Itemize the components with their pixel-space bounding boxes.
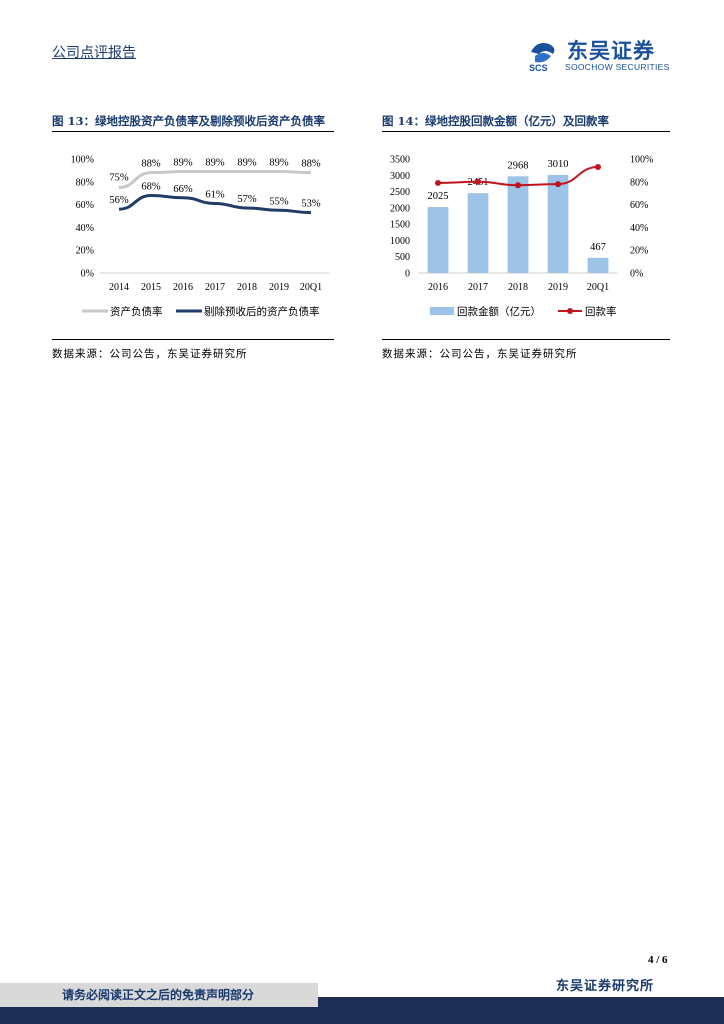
bar-data-label: 467 (590, 242, 606, 253)
logo-cn: 东吴证券 (567, 39, 655, 63)
figure14-source: 数据来源：公司公告，东吴证券研究所 (382, 348, 578, 360)
data-label: 56% (109, 195, 129, 206)
x-tick-label: 20Q1 (587, 282, 609, 293)
x-tick-label: 2016 (173, 282, 193, 293)
collection-rate-point (435, 179, 441, 186)
collection-rate-point (515, 182, 521, 189)
collection-rate-point (555, 181, 561, 188)
data-label: 53% (301, 199, 321, 210)
data-label: 89% (173, 158, 193, 169)
legend-label: 回款率 (585, 305, 617, 318)
figure14-top-rule (382, 131, 670, 132)
y-tick-label: 60% (76, 200, 94, 211)
x-tick-label: 2015 (141, 282, 161, 293)
y-right-tick-label: 100% (630, 155, 653, 166)
x-tick-label: 2017 (468, 282, 488, 293)
bar-data-label: 2025 (428, 191, 449, 202)
bar-collection-amount (547, 174, 569, 273)
company-logo: SCS 东吴证券 SOOCHOW SECURITIES (527, 38, 677, 74)
y-left-tick-label: 2000 (390, 203, 410, 214)
data-label: 89% (269, 158, 289, 169)
data-label: 55% (269, 196, 289, 207)
figure14-chart: 0 500 1000 1500 2000 2500 3000 3500 0% 20% 40% 60% 8… (390, 155, 653, 319)
figure13-title: 图 13：绿地控股资产负债率及剔除预收后资产负债率 (52, 114, 326, 128)
y-right-tick-label: 0% (630, 269, 643, 280)
x-tick-label: 2016 (428, 282, 448, 293)
figure13-top-rule (52, 131, 334, 132)
collection-rate-point (475, 178, 481, 185)
figure13-chart: 0% 20% 40% 60% 80% 100% 2014 2015 2016 2017 2018 20… (71, 155, 330, 318)
legend-label: 资产负债率 (110, 305, 163, 318)
series-line-adjusted-debt-ratio (118, 193, 312, 215)
legend-label: 回款金额（亿元） (457, 305, 541, 318)
y-tick-label: 0% (81, 269, 94, 280)
x-tick-label: 2018 (237, 282, 257, 293)
x-tick-label: 2018 (508, 282, 528, 293)
y-left-tick-label: 3000 (390, 171, 410, 182)
y-left-tick-label: 1500 (390, 220, 410, 231)
y-tick-label: 40% (76, 223, 94, 234)
x-tick-label: 2019 (548, 282, 568, 293)
report-type-label: 公司点评报告 (52, 45, 136, 61)
legend-label: 剔除预收后的资产负债率 (204, 305, 320, 318)
data-label: 68% (141, 181, 161, 192)
data-label: 88% (301, 159, 321, 170)
y-left-tick-label: 500 (395, 252, 410, 263)
y-right-tick-label: 80% (630, 177, 648, 188)
data-label: 88% (141, 159, 161, 170)
y-left-tick-label: 3500 (390, 155, 410, 166)
y-tick-label: 100% (71, 155, 94, 166)
y-tick-label: 80% (76, 177, 94, 188)
legend-swatch-collection-amount (430, 307, 454, 315)
data-label: 89% (237, 158, 257, 169)
disclaimer-notice: 请务必阅读正文之后的免责声明部分 (0, 983, 318, 1007)
figure13-source: 数据来源：公司公告，东吴证券研究所 (52, 348, 248, 360)
y-left-tick-label: 0 (405, 269, 410, 280)
y-left-tick-label: 1000 (390, 236, 410, 247)
bar-collection-amount (467, 193, 489, 273)
x-tick-label: 2017 (205, 282, 225, 293)
bar-collection-amount (587, 257, 609, 273)
figure14-bottom-rule (382, 339, 670, 340)
collection-rate-point (595, 163, 601, 170)
bar-data-label: 2968 (508, 160, 529, 171)
y-right-tick-label: 40% (630, 223, 648, 234)
footer-firm: 东吴证券研究所 (556, 979, 655, 994)
x-tick-label: 2014 (109, 282, 129, 293)
bar-data-label: 3010 (548, 159, 569, 170)
legend-marker-collection-rate (567, 308, 573, 314)
data-label: 57% (237, 194, 257, 205)
data-label: 66% (173, 184, 193, 195)
figure14-title: 图 14：绿地控股回款金额（亿元）及回款率 (382, 114, 610, 128)
data-label: 75% (109, 173, 129, 184)
bar-collection-amount (507, 176, 529, 273)
logo-en: SOOCHOW SECURITIES (565, 62, 670, 72)
bar-collection-amount (427, 207, 449, 273)
y-left-tick-label: 2500 (390, 187, 410, 198)
data-label: 61% (205, 189, 225, 200)
x-tick-label: 20Q1 (300, 282, 322, 293)
figure13-bottom-rule (52, 339, 334, 340)
page-number: 4 / 6 (648, 954, 668, 966)
data-label: 89% (205, 158, 225, 169)
y-right-tick-label: 60% (630, 200, 648, 211)
logo-mark-text: SCS (529, 63, 548, 72)
series-line-debt-ratio (118, 170, 312, 189)
x-tick-label: 2019 (269, 282, 289, 293)
soochow-logo-icon: SCS (529, 43, 555, 72)
y-right-tick-label: 20% (630, 246, 648, 257)
y-tick-label: 20% (76, 246, 94, 257)
